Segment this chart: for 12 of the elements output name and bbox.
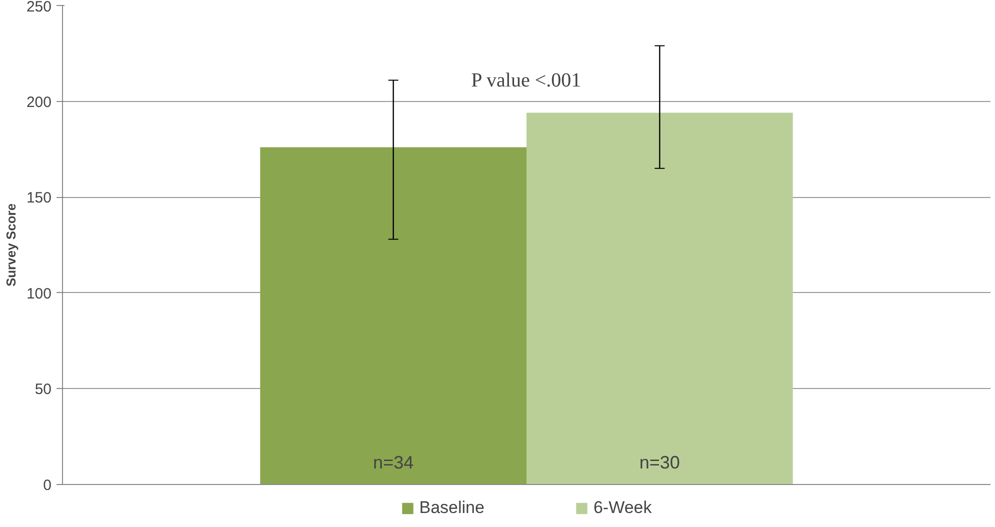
y-tick-label: 50: [34, 381, 52, 398]
legend-label: Baseline: [419, 498, 484, 518]
y-tick-label: 200: [26, 94, 52, 111]
legend-label: 6-Week: [593, 498, 652, 518]
annotation: P value <.001: [471, 70, 582, 92]
y-axis-title: Survey Score: [3, 203, 18, 287]
y-tick-label: 150: [26, 190, 52, 207]
annotation: n=30: [639, 452, 680, 473]
y-tick-label: 0: [43, 477, 52, 494]
annotation: n=34: [373, 452, 414, 473]
y-tick-label: 250: [26, 0, 52, 16]
y-tick-label: 100: [26, 285, 52, 302]
